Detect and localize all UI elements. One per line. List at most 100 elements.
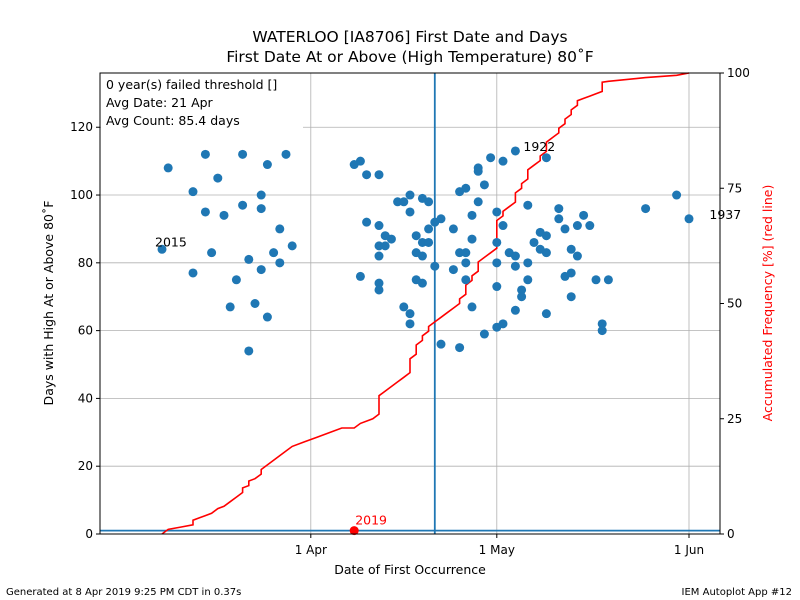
data-point	[417, 237, 427, 247]
annotation-label: 1922	[523, 139, 555, 154]
info-box-line: Avg Count: 85.4 days	[106, 113, 240, 128]
data-point	[362, 170, 372, 180]
data-point	[597, 319, 607, 329]
y-tick-label: 0	[85, 527, 93, 541]
y2-axis-label: Accumulated Frequency [%] (red line)	[760, 185, 775, 422]
data-point	[498, 221, 508, 231]
data-point	[492, 237, 502, 247]
data-point	[517, 285, 527, 295]
data-point	[529, 237, 539, 247]
y2-tick-label: 25	[727, 412, 742, 426]
data-point	[374, 285, 384, 295]
annotation-label: 1937	[709, 207, 741, 222]
y-tick-label: 100	[70, 188, 93, 202]
data-point	[374, 170, 384, 180]
data-point	[523, 275, 533, 285]
data-point	[436, 214, 446, 224]
data-point	[256, 204, 266, 214]
data-point	[436, 339, 446, 349]
data-point	[399, 197, 409, 207]
data-point	[579, 210, 589, 220]
data-point	[492, 207, 502, 217]
x-tick-label: 1 Jun	[674, 543, 704, 557]
data-point	[541, 248, 551, 258]
data-point	[244, 346, 254, 356]
data-point	[188, 187, 198, 197]
data-point	[374, 221, 384, 231]
data-point	[591, 275, 601, 285]
y-ticks: 0 20 40 60 80 100 120	[70, 120, 100, 541]
data-point	[541, 153, 551, 163]
data-point	[510, 305, 520, 315]
grid	[100, 73, 720, 535]
data-point	[200, 149, 210, 159]
data-point	[541, 231, 551, 241]
data-point	[287, 241, 297, 251]
y2-tick-label: 100	[727, 66, 750, 80]
data-point	[262, 312, 272, 322]
data-point	[374, 241, 384, 251]
annotation-label: 2015	[155, 234, 187, 249]
data-point	[448, 265, 458, 275]
data-point	[399, 302, 409, 312]
data-point	[362, 217, 372, 227]
data-point	[566, 244, 576, 254]
y-tick-label: 120	[70, 120, 93, 134]
data-point	[523, 200, 533, 210]
info-box-line: 0 year(s) failed threshold []	[106, 77, 277, 92]
data-point	[374, 251, 384, 261]
data-point	[517, 292, 527, 302]
data-point	[492, 282, 502, 292]
data-point	[281, 149, 291, 159]
data-point	[461, 275, 471, 285]
data-point	[275, 224, 285, 234]
data-point	[486, 153, 496, 163]
data-point	[250, 299, 260, 308]
data-point	[238, 200, 248, 210]
x-axis-label: Date of First Occurrence	[334, 562, 486, 577]
y2-ticks: 0 25 50 75 100	[720, 66, 750, 541]
data-point	[386, 234, 396, 244]
data-point	[430, 261, 440, 271]
info-box: 0 year(s) failed threshold [] Avg Date: 2…	[101, 74, 303, 128]
data-point	[411, 231, 421, 241]
data-point	[380, 241, 390, 251]
data-point	[684, 214, 694, 224]
data-point	[641, 204, 651, 214]
data-point	[269, 248, 279, 258]
data-point	[566, 268, 576, 278]
data-point	[455, 248, 465, 258]
chart-subtitle: First Date At or Above (High Temperature…	[226, 48, 593, 66]
data-point	[510, 261, 520, 271]
data-point	[405, 207, 415, 217]
info-box-background	[101, 74, 303, 128]
cdf-series-line	[161, 72, 690, 535]
data-point	[256, 190, 266, 200]
data-point	[510, 251, 520, 261]
data-point	[262, 160, 272, 170]
data-point	[163, 163, 173, 173]
data-point	[492, 258, 502, 268]
y-axis-label: Days with High At or Above 80˚F	[41, 201, 56, 406]
chart-title: WATERLOO [IA8706] First Date and Days	[252, 28, 567, 46]
data-point	[566, 292, 576, 302]
data-point	[448, 224, 458, 234]
current-year-point	[349, 526, 359, 536]
data-point	[200, 207, 210, 217]
data-point	[461, 248, 471, 258]
plot-frame	[99, 72, 721, 535]
data-point	[275, 258, 285, 268]
data-point	[393, 197, 403, 207]
data-point	[188, 268, 198, 278]
x-tick-label: 1 May	[479, 543, 515, 557]
data-point	[461, 183, 471, 193]
footer-left: Generated at 8 Apr 2019 9:25 PM CDT in 0…	[6, 587, 241, 598]
data-point	[157, 244, 167, 254]
data-point	[479, 180, 489, 190]
data-point	[213, 173, 223, 183]
data-point	[510, 146, 520, 156]
data-point	[424, 197, 434, 207]
data-point	[355, 156, 365, 166]
data-points	[157, 146, 694, 356]
data-point	[238, 149, 248, 159]
